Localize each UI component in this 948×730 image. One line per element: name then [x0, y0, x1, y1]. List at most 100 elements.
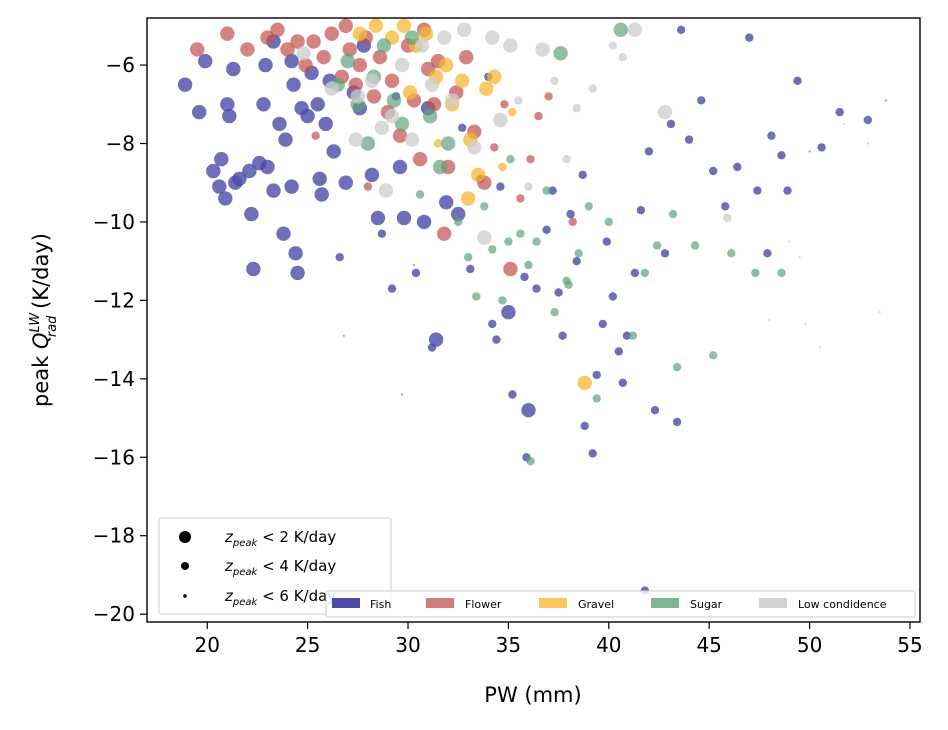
data-point-fish [258, 57, 273, 73]
data-point-fish [310, 97, 325, 112]
data-point-fish [387, 284, 397, 293]
data-point-gravel [418, 26, 434, 41]
data-point-low-condidence [550, 76, 559, 86]
data-point-flower [500, 100, 509, 109]
data-point-sugar [504, 237, 513, 246]
x-tick-label: 25 [295, 633, 320, 657]
legend-label-low-confidence: Low condidence [798, 598, 887, 611]
data-point-low-condidence [384, 108, 400, 124]
data-point-low-condidence [424, 77, 440, 92]
data-point-flower [503, 261, 518, 277]
data-point-low-condidence [493, 112, 508, 128]
data-point-fish [660, 249, 670, 258]
data-point-flower [306, 34, 321, 49]
data-point-fish [492, 335, 501, 344]
data-points [177, 18, 888, 595]
legend-swatch-flower [426, 598, 454, 608]
x-axis-ticks: 20 25 30 35 40 45 50 55 [195, 622, 923, 657]
data-point-fish [488, 319, 497, 329]
data-point-sugar [480, 202, 489, 211]
y-tick-label: −16 [93, 445, 135, 469]
y-tick-label: −20 [93, 602, 135, 626]
x-tick-label: 20 [195, 633, 220, 657]
data-point-fish [284, 179, 299, 194]
class-legend: Fish Flower Gravel Sugar Low condidence [325, 590, 916, 618]
data-point-low-condidence [324, 81, 339, 96]
data-point-low-condidence [878, 311, 881, 314]
data-point-sugar [574, 249, 583, 258]
data-point-fish [783, 186, 792, 195]
data-point-fish [192, 104, 207, 120]
data-point-fish [835, 107, 844, 117]
data-point-sugar [526, 457, 535, 466]
data-point-fish [288, 246, 303, 261]
data-point-fish [278, 132, 293, 147]
data-point-fish [272, 116, 287, 132]
data-point-gravel [439, 57, 454, 73]
data-point-fish [326, 144, 341, 159]
data-point-low-condidence [562, 155, 571, 164]
data-point-low-condidence [818, 346, 821, 349]
legend-swatch-low-confidence [759, 598, 787, 608]
data-point-fish [451, 206, 466, 222]
y-axis-ticks: −6 −8 −10 −12 −14 −16 −18 −20 [93, 53, 147, 626]
data-point-sugar [884, 99, 888, 102]
data-point-flower [392, 128, 408, 143]
data-point-fish [284, 53, 299, 69]
x-axis-label: PW (mm) [484, 683, 581, 707]
data-point-fish [508, 390, 517, 399]
data-point-sugar [340, 53, 355, 69]
data-point-gravel [479, 81, 494, 96]
data-point-flower [290, 34, 305, 49]
data-point-flower [534, 111, 543, 121]
data-point-gravel [487, 69, 502, 85]
data-point-flower [459, 50, 474, 65]
data-point-fish [763, 249, 772, 258]
data-point-low-condidence [804, 322, 807, 326]
legend-label-fish: Fish [370, 598, 391, 611]
data-point-fish [745, 33, 754, 42]
size-legend-label-3: zpeak < 6 K/day [224, 587, 336, 608]
data-point-flower [220, 26, 235, 41]
data-point-sugar [464, 253, 473, 262]
data-point-fish [521, 403, 536, 418]
data-point-fish [793, 76, 802, 86]
data-point-flower [437, 226, 452, 241]
data-point-sugar [400, 393, 404, 396]
data-point-low-condidence [445, 93, 460, 108]
data-point-sugar [516, 229, 525, 238]
data-point-fish [392, 159, 408, 175]
legend-swatch-sugar [651, 598, 679, 608]
data-point-sugar [584, 202, 593, 211]
legend-label-sugar: Sugar [690, 598, 723, 611]
data-point-flower [316, 50, 331, 65]
data-point-sugar [628, 331, 638, 340]
data-point-flower [298, 57, 313, 73]
data-point-fish [300, 108, 315, 124]
data-point-flower [363, 182, 373, 191]
data-point-fish [314, 187, 329, 202]
data-point-sugar [415, 190, 425, 199]
data-point-fish [286, 77, 301, 92]
data-point-fish [260, 159, 275, 175]
data-point-fish [416, 214, 432, 230]
size-legend-label-1: zpeak < 2 K/day [224, 528, 336, 549]
data-point-fish [222, 108, 237, 124]
data-point-flower [240, 42, 255, 57]
data-point-fish [218, 191, 233, 206]
data-point-fish [636, 206, 646, 215]
data-point-fish [684, 135, 694, 144]
size-legend: zpeak < 2 K/day zpeak < 4 K/day zpeak < … [158, 517, 392, 615]
x-tick-label: 45 [696, 633, 721, 657]
data-point-low-condidence [514, 96, 523, 105]
x-tick-label: 50 [797, 633, 822, 657]
data-point-low-condidence [394, 57, 410, 73]
data-point-fish [466, 264, 475, 274]
data-point-fish [458, 123, 467, 132]
y-tick-label: −8 [106, 132, 135, 156]
data-point-fish [232, 171, 247, 186]
data-point-fish [558, 331, 567, 340]
data-point-fish [396, 210, 412, 226]
data-point-fish [212, 179, 227, 194]
